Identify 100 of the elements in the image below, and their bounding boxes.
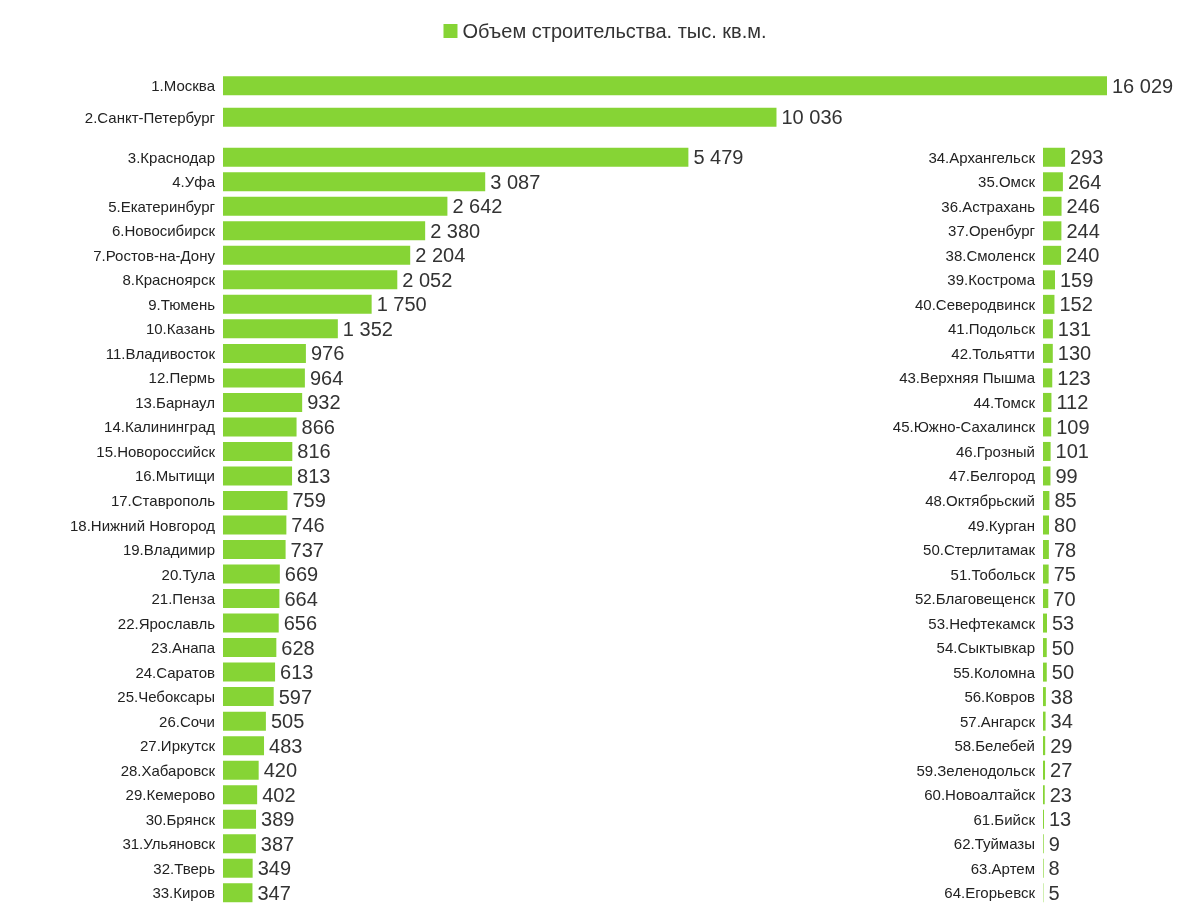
data-label: 5 479 (693, 146, 744, 169)
y-tick-label: 59.Зеленодольск (916, 761, 1036, 779)
y-tick-label: 38.Смоленск (945, 246, 1036, 264)
bar (223, 736, 265, 756)
data-label: 669 (284, 563, 319, 586)
data-label: 8 (1048, 857, 1060, 880)
bar (1043, 613, 1047, 633)
y-tick-label: 50.Стерлитамак (923, 541, 1036, 559)
bar (1043, 540, 1049, 560)
data-label: 613 (280, 661, 314, 684)
bar (223, 392, 303, 412)
bar (223, 196, 448, 216)
data-label: 13 (1048, 808, 1072, 831)
data-label: 2 642 (452, 195, 503, 218)
bar (1043, 319, 1053, 339)
y-tick-label: 5.Екатеринбург (108, 197, 216, 215)
y-tick-label: 25.Чебоксары (117, 688, 215, 706)
data-label: 264 (1067, 170, 1102, 193)
y-tick-label: 24.Саратов (135, 663, 216, 681)
y-tick-label: 64.Егорьевск (944, 884, 1036, 902)
bar (223, 687, 274, 707)
y-tick-label: 40.Северодвинск (915, 295, 1036, 313)
bar (1043, 662, 1047, 682)
bar (1043, 245, 1062, 265)
data-label: 964 (309, 366, 344, 389)
bar (223, 466, 293, 486)
bar (223, 589, 280, 609)
y-tick-label: 23.Анапа (151, 639, 216, 657)
data-label: 597 (278, 685, 313, 708)
data-label: 80 (1054, 514, 1077, 536)
y-tick-label: 30.Брянск (145, 810, 216, 828)
data-label: 34 (1050, 710, 1073, 733)
bar (1043, 564, 1049, 584)
bar (1043, 490, 1050, 510)
data-label: 2 204 (415, 244, 466, 267)
data-label: 85 (1054, 489, 1077, 512)
y-tick-label: 11.Владивосток (105, 344, 216, 362)
bar (223, 785, 258, 805)
bar (223, 809, 257, 829)
bar (223, 221, 426, 241)
data-label: 240 (1066, 244, 1100, 267)
y-tick-label: 21.Пенза (151, 590, 216, 608)
data-label: 737 (290, 538, 324, 561)
y-tick-label: 22.Ярославль (117, 614, 216, 632)
y-tick-label: 45.Южно-Сахалинск (892, 418, 1036, 436)
y-tick-label: 60.Новоалтайск (924, 786, 1036, 804)
data-label: 656 (283, 612, 318, 635)
data-label: 628 (281, 636, 315, 659)
y-tick-label: 8.Красноярск (122, 271, 216, 289)
y-tick-label: 4.Уфа (172, 173, 216, 191)
bar (223, 638, 277, 658)
data-label: 16 029 (1112, 74, 1174, 97)
bar (223, 613, 279, 633)
y-tick-label: 14.Калининград (104, 418, 216, 436)
y-tick-label: 26.Сочи (159, 712, 215, 730)
y-tick-label: 9.Тюмень (148, 295, 216, 313)
y-tick-label: 29.Кемерово (125, 786, 215, 804)
bar (223, 711, 266, 731)
bar (223, 368, 305, 388)
data-label: 123 (1057, 366, 1091, 389)
y-tick-label: 36.Астрахань (941, 197, 1036, 215)
y-tick-label: 44.Томск (973, 393, 1036, 411)
bar (1043, 392, 1052, 412)
bar (223, 883, 253, 903)
data-label: 402 (262, 783, 296, 806)
bar (223, 858, 253, 878)
data-label: 152 (1059, 293, 1093, 316)
data-label: 932 (307, 391, 341, 414)
bar (1043, 711, 1046, 731)
data-label: 78 (1053, 538, 1077, 561)
bar (223, 343, 306, 363)
y-tick-label: 20.Тула (161, 565, 216, 583)
y-tick-label: 39.Кострома (947, 271, 1036, 289)
data-label: 9 (1048, 832, 1060, 855)
legend-label: Объем строительства. тыс. кв.м. (462, 20, 767, 42)
bar (1043, 515, 1050, 535)
y-tick-label: 41.Подольск (947, 320, 1036, 338)
bar (223, 172, 486, 192)
y-tick-label: 15.Новороссийск (96, 442, 216, 460)
y-tick-label: 37.Оренбург (948, 222, 1036, 240)
y-tick-label: 55.Коломна (953, 663, 1036, 681)
bar (1043, 147, 1066, 167)
bar (1043, 294, 1055, 314)
data-label: 159 (1059, 268, 1094, 291)
y-tick-label: 46.Грозный (956, 442, 1035, 460)
y-tick-label: 7.Ростов-на-Дону (93, 246, 216, 264)
data-label: 389 (261, 808, 295, 831)
bar (1043, 196, 1062, 216)
data-label: 131 (1057, 317, 1092, 340)
y-tick-label: 27.Иркутск (140, 737, 216, 755)
bar (223, 515, 287, 535)
data-label: 29 (1050, 734, 1073, 757)
y-tick-label: 49.Курган (967, 516, 1035, 534)
data-label: 50 (1051, 636, 1075, 659)
bar (1043, 638, 1047, 658)
y-tick-label: 1.Москва (151, 77, 216, 95)
y-tick-label: 43.Верхняя Пышма (899, 369, 1036, 387)
y-tick-label: 62.Туймазы (953, 835, 1035, 853)
data-label: 244 (1066, 219, 1100, 242)
data-label: 347 (257, 881, 291, 904)
